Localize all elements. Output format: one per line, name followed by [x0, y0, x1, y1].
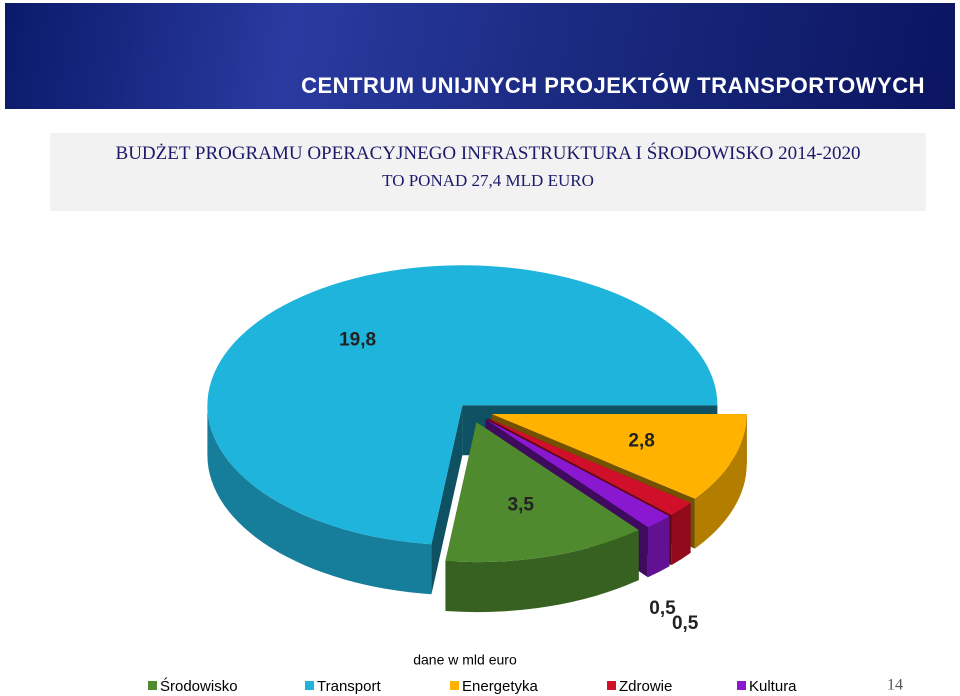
- slice-top: [491, 414, 747, 499]
- value-label: 2,8: [628, 431, 654, 452]
- unit-label: dane w mld euro: [413, 652, 517, 668]
- legend-label: Kultura: [749, 678, 797, 695]
- value-label: 3,5: [508, 494, 535, 515]
- legend-swatch: [450, 681, 459, 690]
- banner-text: CENTRUM UNIJNYCH PROJEKTÓW TRANSPORTOWYC…: [301, 73, 925, 98]
- value-label: 19,8: [339, 329, 376, 350]
- slice-wall: [694, 414, 747, 549]
- slice-top: [445, 422, 639, 563]
- slice-wall: [647, 516, 670, 578]
- banner: CENTRUM UNIJNYCH PROJEKTÓW TRANSPORTOWYC…: [5, 3, 955, 109]
- legend-label: Energetyka: [462, 678, 539, 695]
- slice-wall: [207, 405, 432, 595]
- legend-label: Transport: [317, 678, 381, 695]
- slice-top: [485, 419, 670, 528]
- value-label: 0,5: [672, 613, 699, 634]
- legend-swatch: [305, 681, 314, 690]
- legend-swatch: [607, 681, 616, 690]
- chart-subtitle: TO PONAD 27,4 MLD EURO: [382, 171, 594, 190]
- title-box: BUDŻET PROGRAMU OPERACYJNEGO INFRASTRUKT…: [50, 133, 926, 211]
- slice-top: [487, 418, 691, 516]
- value-label: 0,5: [649, 598, 676, 619]
- slice-top: [207, 265, 718, 545]
- slice: [445, 422, 639, 613]
- legend-swatch: [737, 681, 746, 690]
- page-number: 14: [887, 677, 903, 694]
- slice-wall: [671, 502, 691, 566]
- slice-wall: [445, 530, 639, 613]
- chart-title: BUDŻET PROGRAMU OPERACYJNEGO INFRASTRUKT…: [115, 143, 861, 164]
- legend-swatch: [148, 681, 157, 690]
- slice-side: [431, 405, 463, 595]
- legend-label: Środowisko: [160, 677, 238, 695]
- legend-label: Zdrowie: [619, 678, 672, 695]
